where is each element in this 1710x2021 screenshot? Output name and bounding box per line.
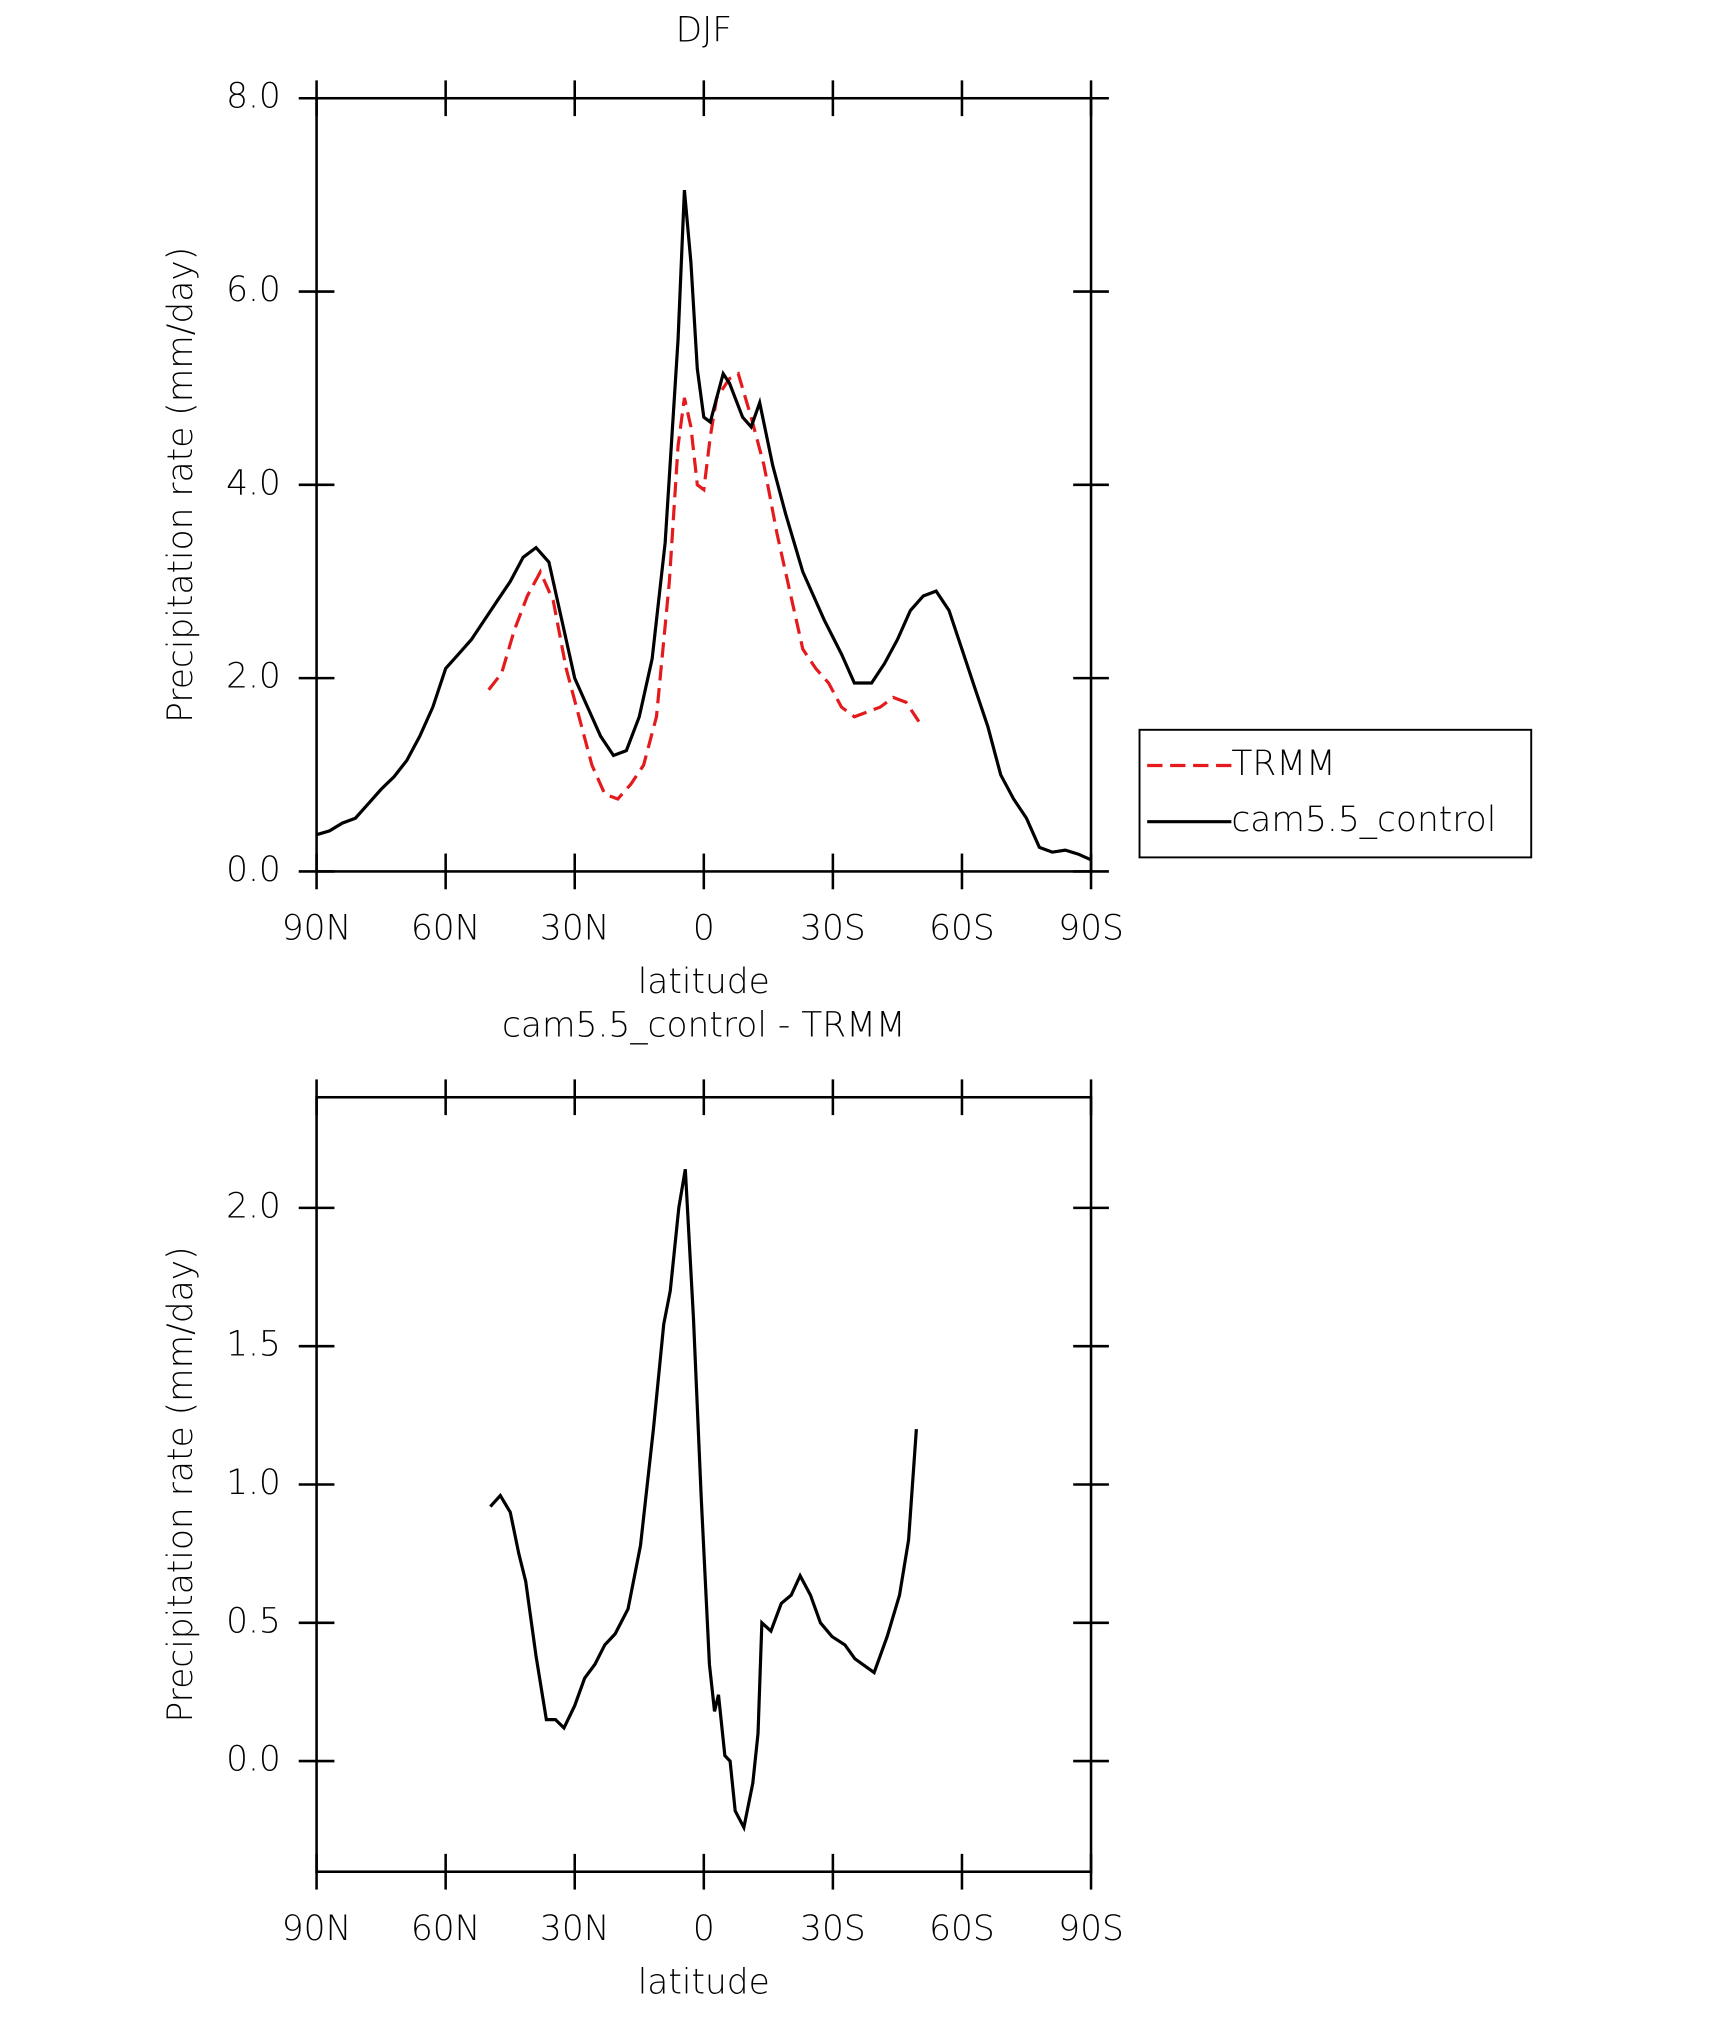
x-axis-label: latitude xyxy=(638,1962,770,2002)
x-tick-label: 60S xyxy=(929,909,995,949)
y-tick-label: 2.0 xyxy=(226,1186,281,1226)
y-tick-label: 6.0 xyxy=(226,270,281,310)
x-tick-label: 30N xyxy=(540,909,610,949)
plot-frame xyxy=(315,1095,1093,1873)
y-tick-label: 2.0 xyxy=(226,657,281,697)
x-tick-label: 30S xyxy=(800,1909,866,1949)
y-tick-label: 1.0 xyxy=(226,1463,281,1503)
chart-title: DJF xyxy=(676,10,732,50)
x-tick-label: 60N xyxy=(411,909,481,949)
data-line xyxy=(489,1168,918,1833)
x-tick-label: 60S xyxy=(929,1909,995,1949)
y-tick-label: 0.0 xyxy=(226,850,281,890)
y-tick-label: 0.0 xyxy=(226,1740,281,1780)
data-line xyxy=(487,371,921,801)
plot-frame xyxy=(315,96,1093,873)
legend-label: cam5.5_control xyxy=(1231,800,1496,840)
y-tick-label: 8.0 xyxy=(226,77,281,117)
y-axis-label: Precipitation rate (mm/day) xyxy=(161,1246,201,1722)
x-tick-label: 60N xyxy=(411,1909,481,1949)
y-tick-label: 0.5 xyxy=(226,1601,281,1641)
data-line xyxy=(316,189,1092,862)
y-tick-label: 1.5 xyxy=(226,1325,281,1365)
x-tick-label: 90S xyxy=(1058,1909,1124,1949)
legend-label: TRMM xyxy=(1231,744,1335,784)
y-tick-label: 4.0 xyxy=(226,463,281,503)
chart-title: cam5.5_control - TRMM xyxy=(502,1006,906,1046)
x-tick-label: 0 xyxy=(693,909,715,949)
x-tick-label: 90S xyxy=(1058,909,1124,949)
x-tick-label: 30S xyxy=(800,909,866,949)
x-tick-label: 90N xyxy=(282,1909,352,1949)
y-axis-label: Precipitation rate (mm/day) xyxy=(161,247,201,723)
x-tick-label: 90N xyxy=(282,909,352,949)
x-axis-label: latitude xyxy=(638,962,770,1002)
x-tick-label: 30N xyxy=(540,1909,610,1949)
legend-box xyxy=(1138,728,1533,859)
x-tick-label: 0 xyxy=(693,1909,715,1949)
